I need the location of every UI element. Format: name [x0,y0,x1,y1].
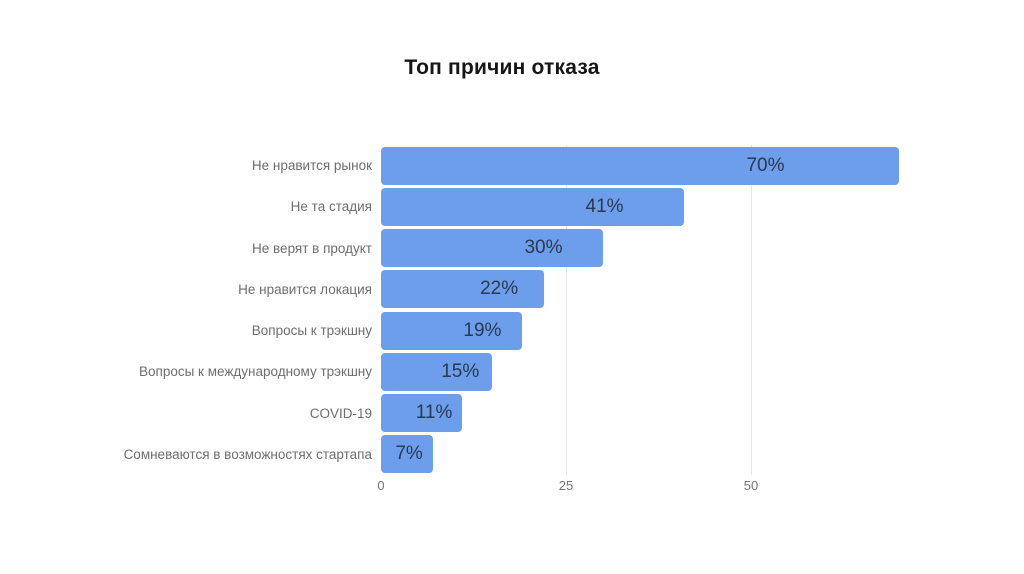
bar-2: 41% [381,187,685,226]
category-label: Не та стадия [290,199,372,215]
gridline-50 [751,145,752,475]
bar-value-label: 30% [524,237,563,259]
x-axis-tick-label: 25 [558,478,574,493]
category-label: Вопросы к трэкшну [251,323,372,339]
category-label: Сомневаются в возможностях стартапа [123,446,372,462]
category-label: Не верят в продукт [252,240,372,256]
bar-value-label: 22% [480,278,519,300]
bar-5: 19% [381,311,522,350]
category-label: Не нравится рынок [251,158,372,174]
bar-value-label: 15% [441,360,480,382]
bar-1: 70% [381,146,899,185]
bar-value-label: 70% [746,154,785,176]
bar-value-label: 7% [395,443,423,465]
chart-title: Топ причин отказа [404,56,600,79]
bar-value-label: 19% [463,319,502,341]
bar-6: 15% [381,352,492,391]
bar-4: 22% [381,270,544,309]
bar-7: 11% [381,394,463,433]
bar-value-label: 41% [585,195,624,217]
x-axis-tick-label: 50 [743,478,759,493]
plot-area: 0 25 50 70% 41% 30% 22% 19% 15% 11% 7% [377,145,920,493]
category-label: COVID-19 [309,405,372,421]
category-axis-labels: Не нравится рынок Не та стадия Не верят в … [0,145,372,475]
bar-8: 7% [381,435,433,474]
category-label: Не нравится локация [238,281,372,297]
bar-value-label: 11% [415,402,453,424]
x-axis-tick-label: 0 [377,478,385,493]
bar-3: 30% [381,229,603,268]
category-label: Вопросы к международному трэкшну [139,364,372,380]
gridline-25 [566,145,567,475]
